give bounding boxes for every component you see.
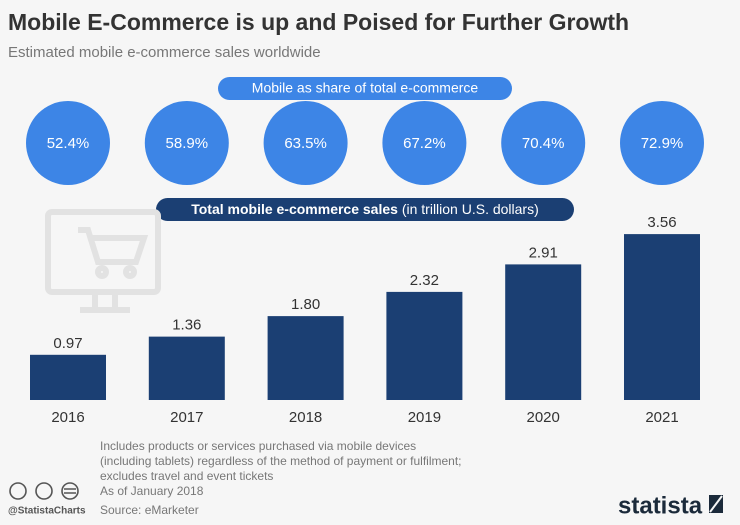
x-tick-label: 2017 [170,409,203,426]
bar [624,234,700,400]
handle: @StatistaCharts [8,506,86,517]
note-line: As of January 2018 [100,484,204,498]
share-label: 52.4% [47,135,90,152]
monitor-icon [45,209,161,313]
x-tick-label: 2021 [645,409,678,426]
x-tick-label: 2016 [51,409,84,426]
notes: Includes products or services purchased … [100,439,462,498]
chart-title: Mobile E-Commerce is up and Poised for F… [8,9,629,35]
source: Source: eMarketer [100,503,199,517]
bar [30,354,106,400]
share-label: 63.5% [284,135,327,152]
brand-mark [707,493,725,515]
bar-title-unit: (in trillion U.S. dollars) [402,201,539,217]
bar-title-pill [156,198,574,221]
note-line: (including tablets) regardless of the me… [100,454,462,468]
share-circle [620,101,704,185]
share-label: 58.9% [166,135,209,152]
share-circle [501,101,586,185]
chart-subtitle: Estimated mobile e-commerce sales worldw… [8,44,321,61]
share-circle [382,101,467,185]
brand-logo: statista [618,492,703,519]
share-circle [144,101,229,185]
share-label: 72.9% [641,135,684,152]
x-tick-label: 2018 [289,409,322,426]
share-title-pill [218,77,512,100]
bar [386,291,463,400]
bar-title-main: Total mobile e-commerce sales [191,201,398,217]
bar [148,336,225,400]
share-title: Mobile as share of total e-commerce [252,80,479,96]
share-circle [26,101,110,185]
x-tick-label: 2020 [527,409,560,426]
note-line: excludes travel and event tickets [100,469,273,483]
share-label: 70.4% [522,135,565,152]
note-line: Includes products or services purchased … [100,439,416,453]
bar [267,316,344,400]
share-label: 67.2% [403,135,446,152]
cc-icons [9,482,79,500]
bar [505,264,582,400]
value-label: 2.32 [410,272,439,289]
value-label: 2.91 [529,244,558,261]
value-label: 0.97 [53,335,82,352]
value-label: 1.36 [172,317,201,334]
value-label: 1.80 [291,296,320,313]
share-circle [263,101,348,185]
value-label: 3.56 [647,214,676,231]
x-tick-label: 2019 [408,409,441,426]
bar-title: Total mobile e-commerce sales (in trilli… [191,201,539,217]
